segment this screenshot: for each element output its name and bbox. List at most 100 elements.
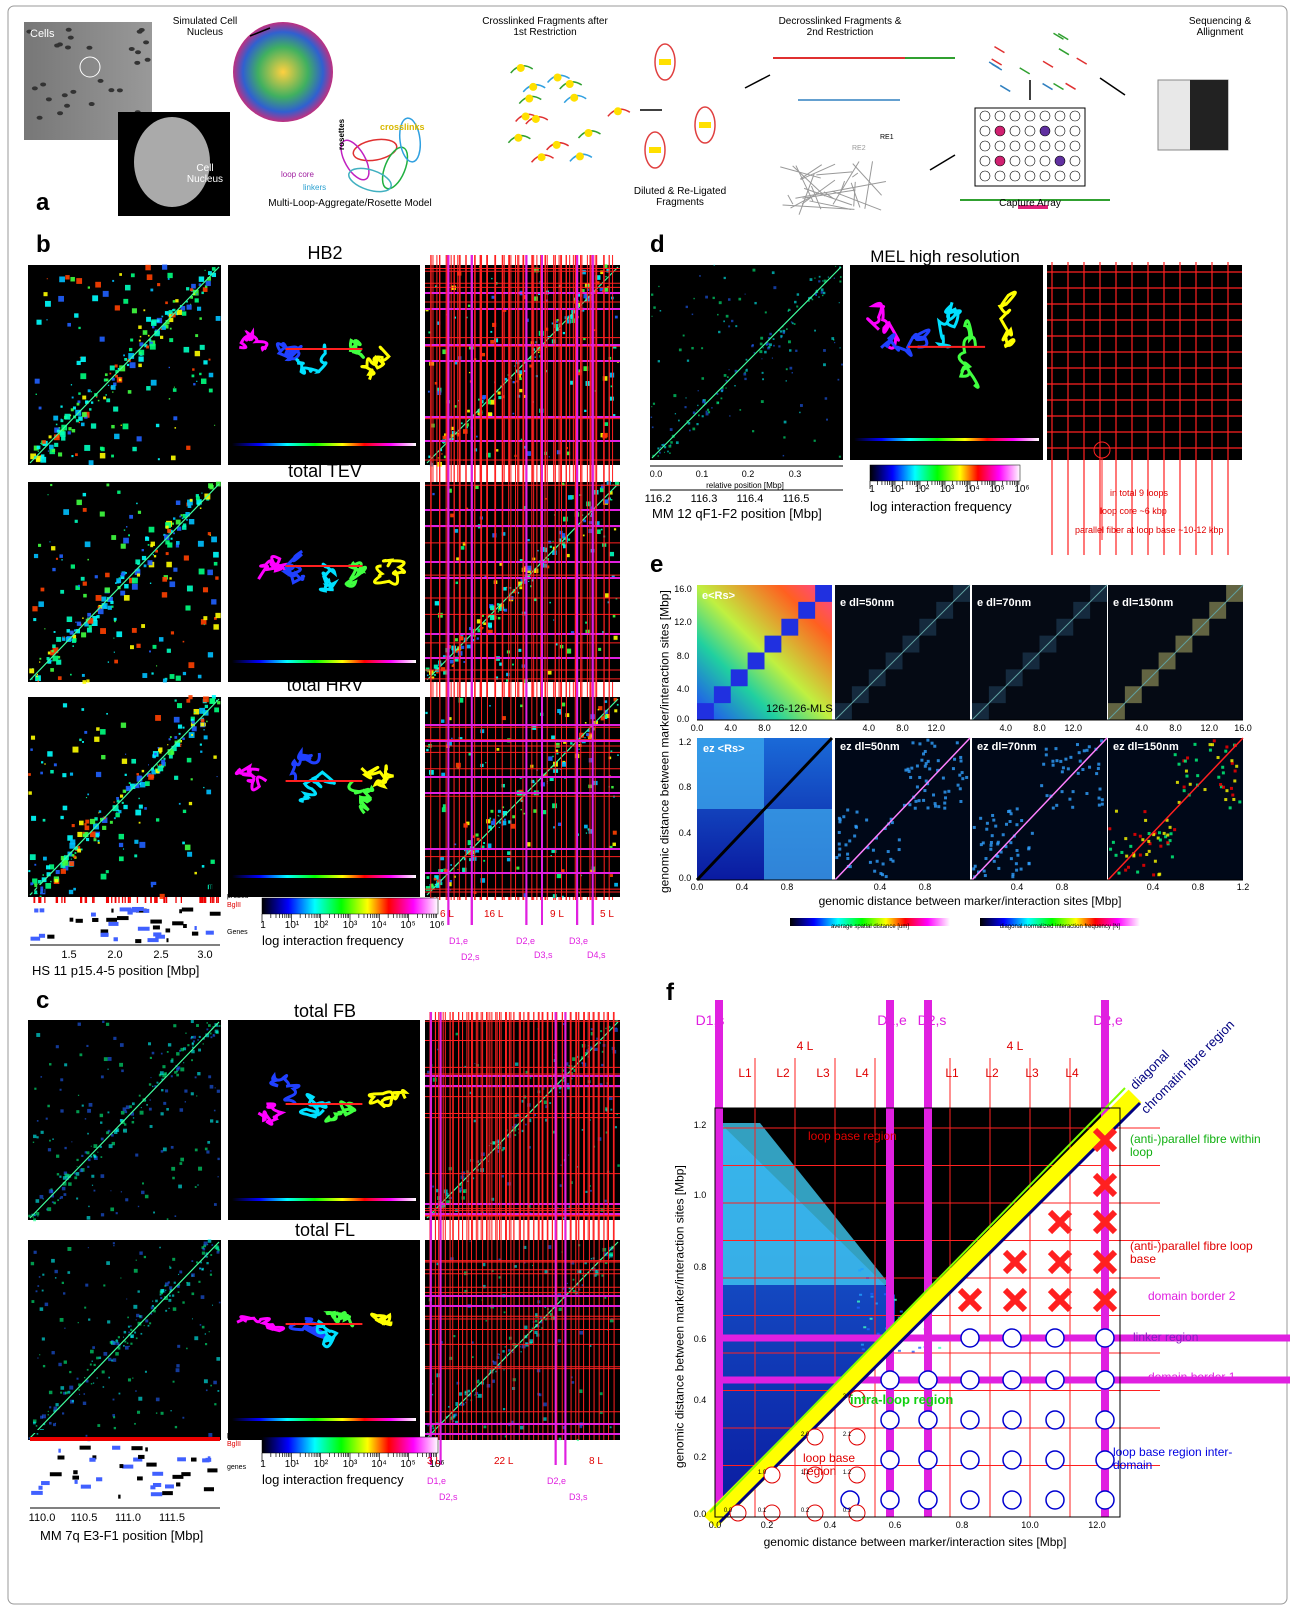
label: Simulated Cell Nucleus <box>160 16 250 38</box>
label: 0.0 <box>684 724 710 734</box>
label: 0.2 <box>688 1453 712 1463</box>
label: 8.0 <box>670 652 696 662</box>
label: 126-126-MLS <box>766 703 833 715</box>
label: 4.0 <box>993 724 1019 734</box>
label: linker region <box>1133 1331 1198 1344</box>
label: 1.2 <box>837 1470 857 1477</box>
label: genomic distance between marker/interact… <box>705 1536 1125 1549</box>
label: 116.4 <box>732 493 768 505</box>
label: 116.5 <box>778 493 814 505</box>
label: genomic distance between marker/interact… <box>658 582 671 902</box>
label: probes <box>227 893 248 901</box>
label: 10⁴ <box>366 1459 392 1470</box>
label: 16 L <box>484 909 503 920</box>
label: genomic distance between marker/interact… <box>673 1107 686 1527</box>
label: ez dl=150nm <box>1113 741 1179 753</box>
label: L2 <box>980 1067 1004 1080</box>
label: d <box>650 232 665 258</box>
label: relative position [Mbp] <box>665 482 825 491</box>
label: total TEV <box>265 462 385 482</box>
label: L4 <box>1060 1067 1084 1080</box>
label: ez <Rs> <box>703 743 745 755</box>
label: L1 <box>733 1067 757 1080</box>
label: 1.0 <box>688 1191 712 1201</box>
label: 4.0 <box>718 724 744 734</box>
label: loop core ~6 kbp <box>1100 507 1167 517</box>
label: 0.2 <box>752 1521 782 1531</box>
label: 2.5 <box>146 949 176 961</box>
label: 2.0 <box>100 949 130 961</box>
label: 1.0 <box>752 1470 772 1477</box>
label: intra-loop region <box>850 1393 953 1407</box>
label: D3,s <box>569 1493 588 1503</box>
label: 0.3 <box>837 1508 857 1515</box>
label: 0.2 <box>733 470 763 480</box>
label: loop base region inter-domain <box>1113 1446 1233 1472</box>
label: 4.0 <box>670 685 696 695</box>
label: (anti-)parallel fibre within loop <box>1130 1133 1280 1159</box>
label: 4.0 <box>1129 724 1155 734</box>
label: Diluted & Re-Ligated Fragments <box>620 186 740 208</box>
label: 10⁵ <box>395 1459 421 1470</box>
label: 0.4 <box>815 1521 845 1531</box>
label: 12.0 <box>670 618 696 628</box>
label: D3,e <box>569 937 588 947</box>
label: 10¹ <box>884 484 910 495</box>
label: RE2 <box>852 145 866 153</box>
label: 111.0 <box>111 1512 145 1524</box>
label: 4 L <box>1000 1040 1030 1053</box>
label: 10² <box>308 920 334 931</box>
label: Capture Array <box>980 198 1080 209</box>
label: (anti-)parallel fibre loop base <box>1130 1240 1280 1266</box>
label: Cell Nucleus <box>180 163 230 185</box>
label: 0.8 <box>1051 883 1073 893</box>
label: Decrosslinked Fragments & 2nd Restrictio… <box>770 16 910 38</box>
label: D1,e <box>449 937 468 947</box>
label: c <box>36 988 49 1014</box>
label: D1,e <box>427 1477 446 1487</box>
label: D2,e <box>547 1477 566 1487</box>
label: 10⁶ <box>1009 484 1035 495</box>
label: 22 L <box>494 1456 513 1467</box>
label: 0.1 <box>687 470 717 480</box>
label: in total 9 loops <box>1110 489 1168 499</box>
label: D3,s <box>534 951 553 961</box>
label: HS 11 p15.4-5 position [Mbp] <box>32 964 199 978</box>
label: e<Rs> <box>702 590 735 602</box>
label: 10⁵ <box>395 920 421 931</box>
label: 10⁶ <box>424 920 450 931</box>
label: D2,e <box>1088 1013 1128 1028</box>
label: 0.8 <box>688 1263 712 1273</box>
label: Multi-Loop-Aggregate/Rosette Model <box>230 198 470 209</box>
label: 3 L <box>427 1456 441 1467</box>
label: 116.2 <box>640 493 676 505</box>
label: rosettes <box>338 100 347 150</box>
label: 12.0 <box>1196 724 1222 734</box>
label: 3.0 <box>190 949 220 961</box>
label: 0.6 <box>688 1335 712 1345</box>
label: e dl=50nm <box>840 597 894 609</box>
label: genomic distance between marker/interact… <box>760 895 1180 908</box>
label: average spatial distance [um] <box>785 924 955 931</box>
label: Crosslinked Fragments after 1st Restrict… <box>475 16 615 38</box>
label: 1.5 <box>54 949 84 961</box>
label: 0.8 <box>1187 883 1209 893</box>
label: 0.8 <box>947 1521 977 1531</box>
label: 0.0 <box>688 1510 712 1520</box>
label: 8.0 <box>890 724 916 734</box>
label: D2,e <box>516 937 535 947</box>
label: diagonal normalized interaction frequenc… <box>965 924 1155 931</box>
label: 0.1 <box>752 1508 772 1515</box>
label: ez dl=50nm <box>840 741 900 753</box>
label: MM 12 qF1-F2 position [Mbp] <box>652 507 822 521</box>
labels: aCellsSimulated Cell NucleusCell Nucleus… <box>0 0 1295 1611</box>
label: probes <box>227 1432 248 1440</box>
label: L3 <box>811 1067 835 1080</box>
label: 4.0 <box>856 724 882 734</box>
label: 12.0 <box>923 724 949 734</box>
label: 10² <box>909 484 935 495</box>
label: 0.4 <box>1006 883 1028 893</box>
label: 0.6 <box>880 1521 910 1531</box>
label: 10⁵ <box>984 484 1010 495</box>
label: 1.1 <box>795 1470 815 1477</box>
